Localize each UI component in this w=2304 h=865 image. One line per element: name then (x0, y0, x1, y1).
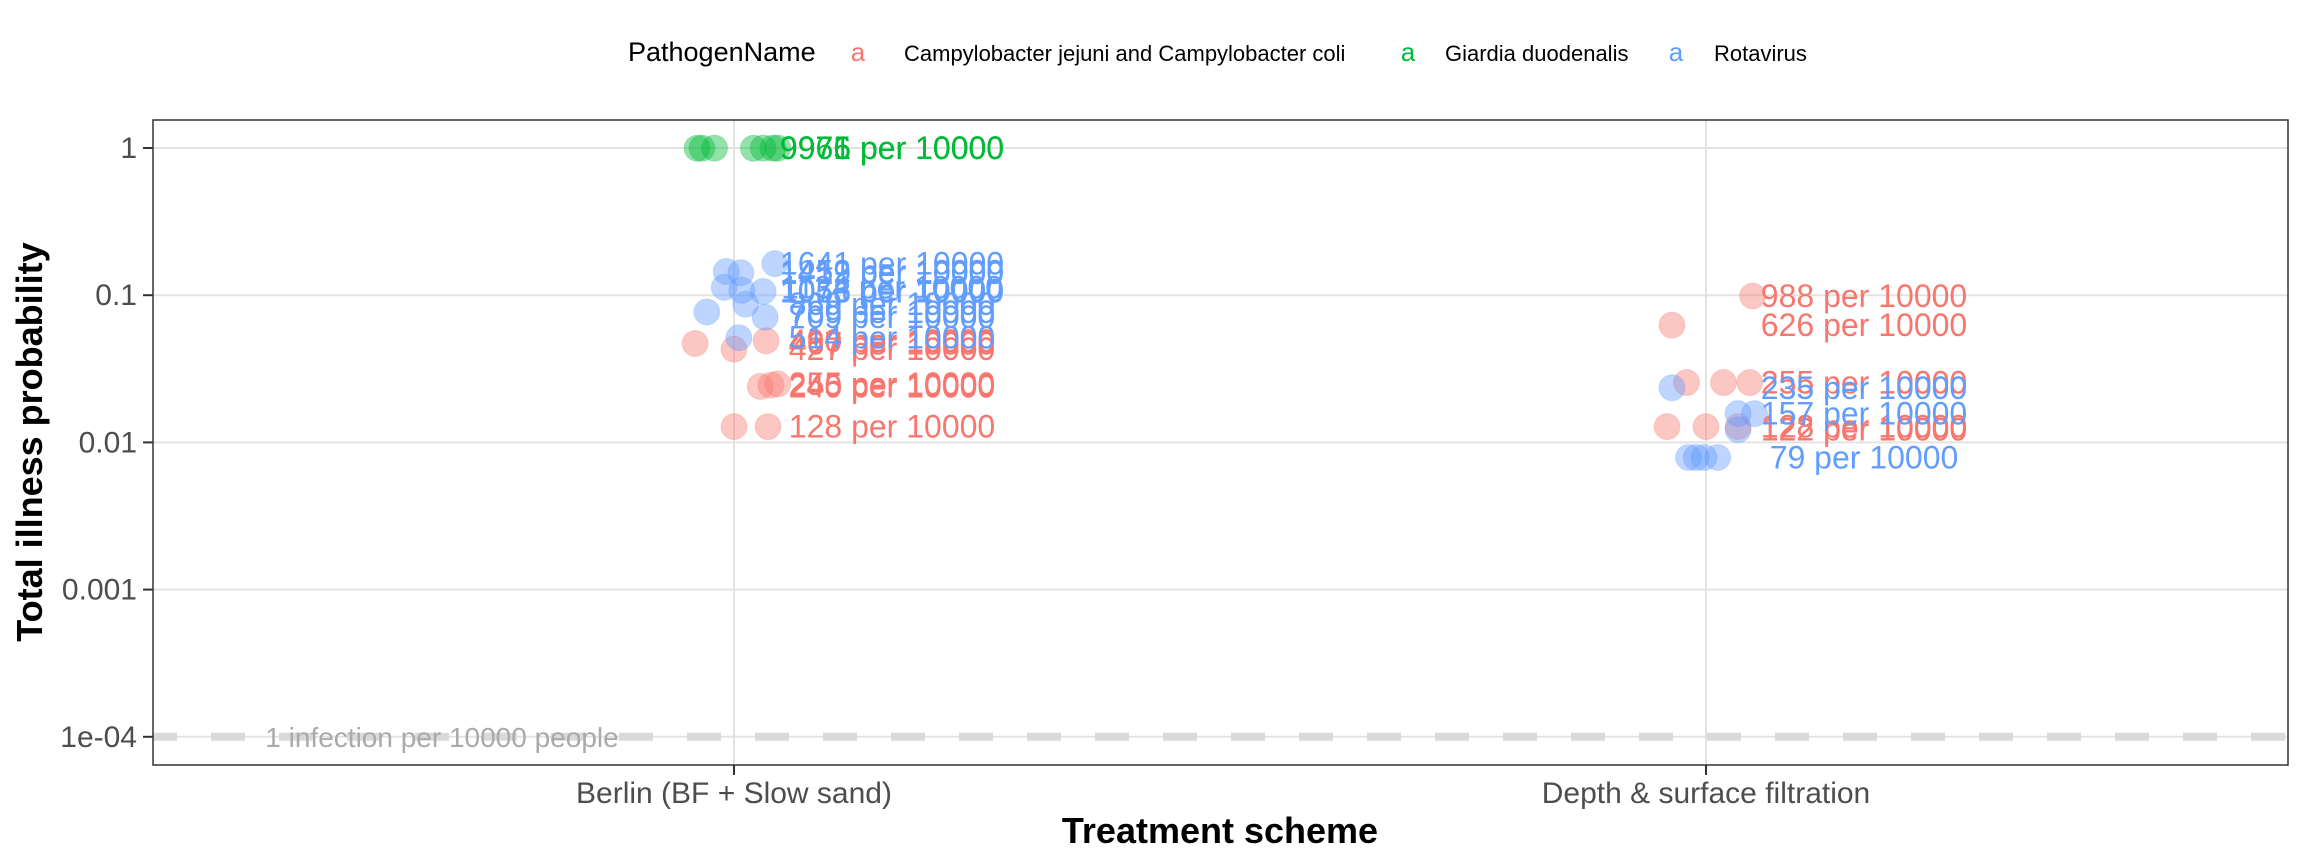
point-campylobacter-7 (754, 413, 782, 441)
point-rotavirus-4 (728, 276, 756, 304)
point-giardia-3 (739, 134, 767, 162)
point-rotavirus-11 (1724, 400, 1752, 428)
point-campylobacter-12 (1736, 369, 1764, 397)
legend-entry-campylobacter: a Campylobacter jejuni and Campylobacter… (851, 37, 1346, 67)
reference-line-label: 1 infection per 10000 people (265, 722, 618, 753)
y-axis-title: Total illness probability (9, 242, 50, 641)
y-tick-label-0: 1 (120, 132, 137, 165)
reference-line-group: 1 infection per 10000 people (153, 722, 2288, 753)
data-points (681, 134, 1769, 471)
point-giardia-4 (749, 134, 777, 162)
point-campylobacter-10 (1673, 369, 1701, 397)
point-rotavirus-16 (1690, 443, 1718, 471)
legend-label-rotavirus: Rotavirus (1714, 41, 1807, 66)
point-label-rotavirus-6: 869 per 10000 (789, 286, 995, 322)
point-label-campylobacter-8: 626 per 10000 (1761, 307, 1967, 343)
point-label-rotavirus-2: 1419 per 10000 (780, 255, 1004, 291)
point-label-rotavirus-0: 1641 per 10000 (780, 246, 1004, 282)
point-rotavirus-14 (1675, 443, 1703, 471)
point-campylobacter-14 (1692, 413, 1720, 441)
y-tick-label-4: 1e-04 (60, 721, 137, 754)
point-campylobacter-1 (720, 335, 748, 363)
point-campylobacter-11 (1709, 369, 1737, 397)
point-rotavirus-10 (1658, 374, 1686, 402)
point-rotavirus-13 (1724, 416, 1752, 444)
point-label-campylobacter-11: 122 per 10000 (1761, 412, 1967, 448)
point-rotavirus-1 (727, 259, 755, 287)
point-rotavirus-7 (693, 298, 721, 326)
legend-key-campylobacter: a (851, 37, 866, 67)
point-rotavirus-3 (710, 273, 738, 301)
y-tick-label-3: 0.001 (62, 574, 137, 607)
y-tick-label-2: 0.01 (79, 426, 137, 459)
point-label-campylobacter-5: 240 per 10000 (789, 368, 995, 404)
point-label-campylobacter-3: 255 per 10000 (789, 366, 995, 402)
x-tick-label-0: Berlin (BF + Slow sand) (576, 777, 892, 810)
legend: PathogenName a Campylobacter jejuni and … (628, 37, 1807, 67)
legend-title: PathogenName (628, 37, 816, 67)
point-label-campylobacter-1: 467 per 10000 (789, 325, 995, 361)
point-label-rotavirus-8: 709 per 10000 (789, 299, 995, 335)
point-rotavirus-8 (751, 303, 779, 331)
point-giardia-2 (701, 134, 729, 162)
legend-key-rotavirus: a (1669, 37, 1684, 67)
x-axis-title: Treatment scheme (1062, 810, 1378, 851)
axes: 1 0.1 0.01 0.001 1e-04 Berlin (BF + Slow sand… (60, 132, 1870, 810)
point-label-rotavirus-10: 235 per 10000 (1761, 370, 1967, 406)
point-label-campylobacter-10: 128 per 10000 (1761, 409, 1967, 445)
point-label-giardia-0: 9966 per 10000 (780, 130, 1004, 166)
point-campylobacter-8 (1658, 311, 1686, 339)
point-label-rotavirus-1: 1452 per 10000 (780, 253, 1004, 289)
point-campylobacter-13 (1653, 413, 1681, 441)
point-campylobacter-9 (1739, 282, 1767, 310)
point-rotavirus-9 (725, 324, 753, 352)
point-rotavirus-2 (761, 250, 789, 278)
point-campylobacter-5 (764, 370, 792, 398)
legend-entry-rotavirus: a Rotavirus (1669, 37, 1807, 67)
x-tick-label-1: Depth & surface filtration (1542, 777, 1871, 810)
legend-label-giardia: Giardia duodenalis (1445, 41, 1628, 66)
point-label-rotavirus-9: 514 per 10000 (789, 320, 995, 356)
legend-label-campylobacter: Campylobacter jejuni and Campylobacter c… (904, 41, 1345, 66)
point-label-campylobacter-2: 427 per 10000 (789, 331, 995, 367)
point-label-campylobacter-4: 245 per 10000 (789, 367, 995, 403)
point-label-rotavirus-7: 769 per 10000 (789, 294, 995, 330)
point-giardia-5 (759, 134, 787, 162)
point-label-rotavirus-5: 1058 per 10000 (780, 273, 1004, 309)
point-label-rotavirus-12: 79 per 10000 (1770, 439, 1959, 475)
point-label-rotavirus-4: 1075 per 10000 (780, 272, 1004, 308)
point-label-campylobacter-7: 988 per 10000 (1761, 278, 1967, 314)
point-rotavirus-6 (732, 290, 760, 318)
legend-key-giardia: a (1401, 37, 1416, 67)
point-rotavirus-17 (1704, 443, 1732, 471)
point-label-campylobacter-6: 128 per 10000 (789, 409, 995, 445)
point-campylobacter-15 (1724, 413, 1752, 441)
point-label-rotavirus-11: 157 per 10000 (1761, 396, 1967, 432)
point-rotavirus-5 (749, 277, 777, 305)
point-label-rotavirus-3: 1134 per 10000 (781, 269, 1003, 305)
legend-entry-giardia: a Giardia duodenalis (1401, 37, 1629, 67)
point-label-giardia-1: 9971 per 10000 (780, 130, 1004, 166)
point-campylobacter-6 (720, 413, 748, 441)
point-label-campylobacter-9: 255 per 10000 (1761, 365, 1967, 401)
point-giardia-0 (683, 134, 711, 162)
point-giardia-6 (764, 134, 792, 162)
point-campylobacter-3 (746, 372, 774, 400)
point-rotavirus-15 (1682, 443, 1710, 471)
point-label-giardia-2: 9975 per 10000 (780, 130, 1004, 166)
point-campylobacter-2 (752, 327, 780, 355)
point-rotavirus-0 (712, 257, 740, 285)
point-rotavirus-12 (1741, 400, 1769, 428)
point-giardia-1 (688, 134, 716, 162)
point-campylobacter-0 (681, 329, 709, 357)
y-tick-label-1: 0.1 (95, 279, 137, 312)
point-campylobacter-4 (757, 371, 785, 399)
point-label-campylobacter-0: 490 per 10000 (789, 323, 995, 359)
